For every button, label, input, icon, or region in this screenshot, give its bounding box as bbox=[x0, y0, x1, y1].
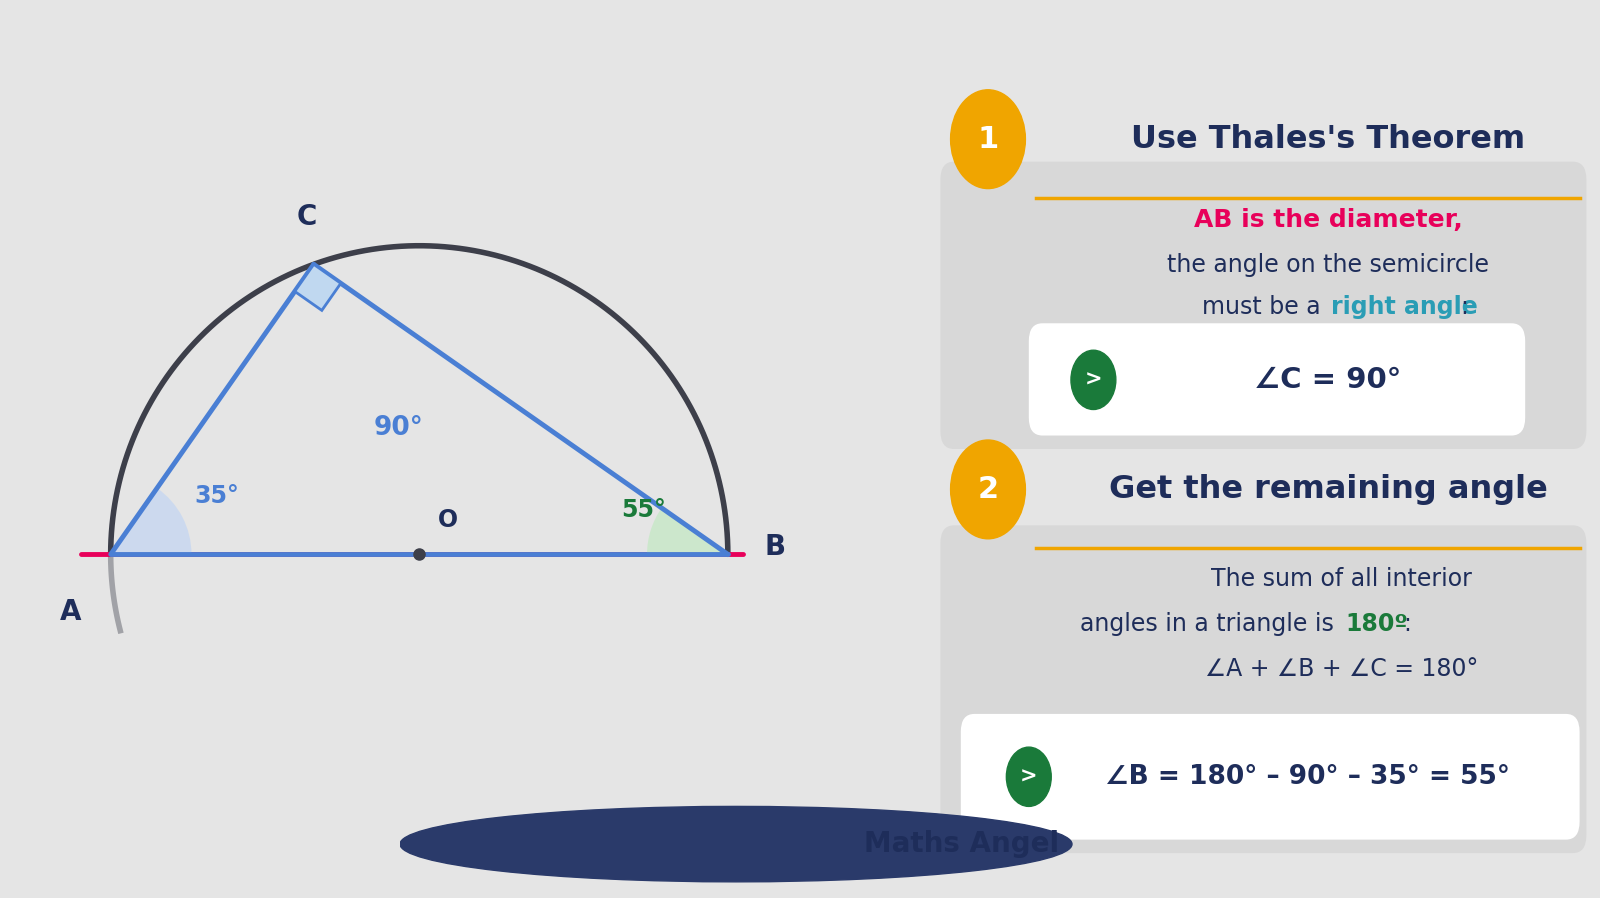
Text: Use Thales's Theorem: Use Thales's Theorem bbox=[1131, 124, 1525, 154]
Text: Get the remaining angle: Get the remaining angle bbox=[1109, 474, 1547, 505]
FancyBboxPatch shape bbox=[1029, 323, 1525, 436]
FancyBboxPatch shape bbox=[960, 714, 1579, 840]
Text: :: : bbox=[1403, 612, 1411, 636]
Text: B: B bbox=[765, 533, 786, 561]
Circle shape bbox=[950, 440, 1026, 539]
Text: ∠A + ∠B + ∠C = 180°: ∠A + ∠B + ∠C = 180° bbox=[1205, 657, 1478, 681]
Text: >: > bbox=[1021, 767, 1037, 787]
Circle shape bbox=[950, 90, 1026, 189]
Text: 2: 2 bbox=[978, 475, 998, 504]
Text: C: C bbox=[296, 203, 317, 232]
Circle shape bbox=[1006, 747, 1051, 806]
Text: A: A bbox=[59, 598, 82, 627]
Text: The sum of all interior: The sum of all interior bbox=[1211, 568, 1472, 591]
Text: 55°: 55° bbox=[621, 498, 666, 523]
Polygon shape bbox=[294, 264, 341, 311]
Wedge shape bbox=[646, 508, 728, 554]
Text: ∠B = 180° – 90° – 35° = 55°: ∠B = 180° – 90° – 35° = 55° bbox=[1106, 764, 1510, 789]
FancyBboxPatch shape bbox=[941, 525, 1587, 853]
Text: 90°: 90° bbox=[374, 415, 424, 441]
Text: right angle: right angle bbox=[1331, 295, 1478, 319]
Text: 180º: 180º bbox=[1346, 612, 1408, 636]
Text: >: > bbox=[1085, 370, 1102, 390]
Circle shape bbox=[400, 806, 1072, 882]
Text: angles in a triangle is: angles in a triangle is bbox=[1080, 612, 1341, 636]
Circle shape bbox=[1070, 350, 1115, 409]
FancyBboxPatch shape bbox=[941, 162, 1587, 449]
Text: the angle on the semicircle: the angle on the semicircle bbox=[1166, 253, 1490, 277]
Text: ∠C = 90°: ∠C = 90° bbox=[1254, 365, 1402, 394]
Text: :: : bbox=[1461, 295, 1469, 319]
Text: AB is the diameter,: AB is the diameter, bbox=[1194, 208, 1462, 232]
Text: Maths Angel: Maths Angel bbox=[864, 830, 1059, 858]
Wedge shape bbox=[110, 489, 192, 554]
Text: 35°: 35° bbox=[195, 483, 240, 507]
Text: must be a: must be a bbox=[1202, 295, 1328, 319]
Text: O: O bbox=[438, 508, 458, 533]
Text: 1: 1 bbox=[978, 125, 998, 154]
